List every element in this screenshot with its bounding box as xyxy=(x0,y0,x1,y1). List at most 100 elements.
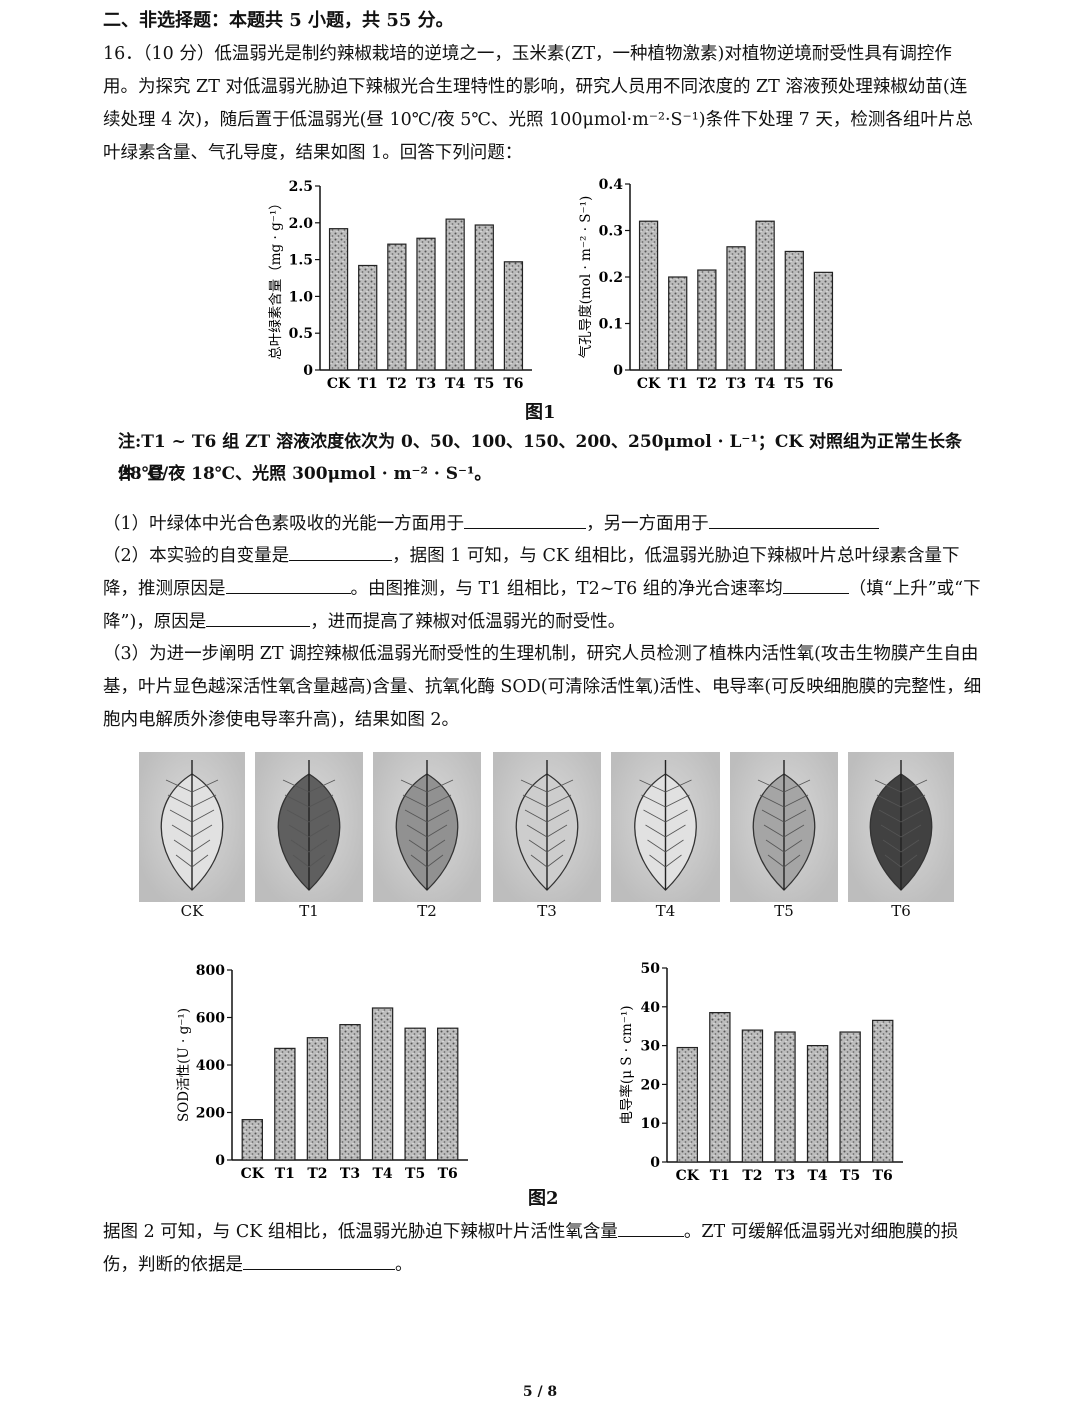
answer-blank[interactable] xyxy=(289,540,393,561)
question-16-intro: 16．（10 分）低温弱光是制约辣椒栽培的逆境之一，玉米素(ZT，一种植物激素)… xyxy=(103,44,973,163)
bar-t1 xyxy=(274,1047,296,1161)
leaf-vein xyxy=(900,794,926,808)
y-tick-label: 800 xyxy=(196,963,225,979)
leaf-photo-t4 xyxy=(611,752,720,902)
leaf-photo-ck xyxy=(139,752,245,902)
leaf-vein xyxy=(175,854,193,868)
x-tick-label: CK xyxy=(241,1166,265,1182)
answer-blank[interactable] xyxy=(708,508,879,529)
leaf-vein xyxy=(191,839,211,853)
bar-t6 xyxy=(872,1019,894,1163)
answer-blank[interactable] xyxy=(617,1216,684,1237)
leaf-vein xyxy=(641,794,666,808)
x-tick-label: T6 xyxy=(813,376,833,392)
leaf-vein xyxy=(286,809,310,823)
x-tick-label: T3 xyxy=(775,1168,795,1184)
leaf-vein xyxy=(408,839,428,853)
bar-t3 xyxy=(416,237,436,371)
bar-t1 xyxy=(668,276,688,371)
leaf-vein xyxy=(292,854,310,868)
leaf-vein xyxy=(426,824,448,838)
leaf-vein xyxy=(665,839,684,853)
y-tick-label: 40 xyxy=(641,1000,661,1016)
leaf-vein xyxy=(880,824,902,838)
x-tick-label: T5 xyxy=(840,1168,860,1184)
x-tick-label: T1 xyxy=(710,1168,730,1184)
leaf-vein xyxy=(308,839,328,853)
y-tick-label: 2.5 xyxy=(289,179,313,195)
leaf-vein xyxy=(767,854,785,868)
leaf-vein xyxy=(645,824,666,838)
leaf-vein xyxy=(783,809,807,823)
answer-blank[interactable] xyxy=(206,606,311,627)
leaf-vein xyxy=(546,854,564,868)
answer-blank[interactable] xyxy=(243,1249,395,1270)
leaf-vein xyxy=(426,854,444,868)
y-tick-label: 0.3 xyxy=(599,224,623,240)
question-3: （3）为进一步阐明 ZT 调控辣椒低温弱光耐受性的生理机制，研究人员检测了植株内… xyxy=(103,644,982,730)
leaf-vein xyxy=(874,779,902,793)
y-tick-label: 1.0 xyxy=(289,289,314,305)
leaf-vein xyxy=(282,779,310,793)
bar-t3 xyxy=(726,246,746,371)
leaf-vein xyxy=(426,809,450,823)
leaf-vein xyxy=(783,824,805,838)
y-tick-label: 0.2 xyxy=(599,270,623,286)
leaf-vein xyxy=(783,779,811,793)
x-tick-label: T2 xyxy=(742,1168,762,1184)
leaf-vein xyxy=(165,779,193,793)
leaf-vein xyxy=(426,779,454,793)
leaf-photo-t5 xyxy=(730,752,838,902)
x-tick-label: T6 xyxy=(873,1168,893,1184)
leaf-label-t4: T4 xyxy=(655,902,676,920)
section-title: 二、非选择题：本题共 5 小题，共 55 分。 xyxy=(103,10,454,31)
leaf-vein xyxy=(167,794,193,808)
bar-t4 xyxy=(806,1044,829,1163)
question-2-text-d: 。由图推测，与 T1 组相比，T2~T6 组的净光合速率均 xyxy=(350,579,783,599)
y-axis-label: 总叶绿素含量（mg · g⁻¹） xyxy=(268,196,284,360)
y-tick-label: 2.0 xyxy=(289,216,314,232)
sod-activity-bar-chart: 0 200 400 600 800 CK T1 T2 T3 T4 T5 T6 SOD活性(U · g⁻¹… xyxy=(176,963,468,1182)
leaf-vein xyxy=(528,839,548,853)
question-3-followup: 据图 2 可知，与 CK 组相比，低温弱光胁迫下辣椒叶片活性氧含量 。ZT 可缓解… xyxy=(103,1216,983,1282)
x-tick-label: T4 xyxy=(445,376,465,392)
y-tick-label: 0 xyxy=(650,1155,660,1171)
question-2-text-a: （2）本实验的自变量是 xyxy=(103,546,290,566)
answer-blank[interactable] xyxy=(464,508,587,529)
question-1-text-a: （1）叶绿体中光合色素吸收的光能一方面用于 xyxy=(103,514,465,534)
leaf-vein xyxy=(522,794,548,808)
leaf-vein xyxy=(191,794,217,808)
y-axis-label: SOD活性(U · g⁻¹) xyxy=(176,1008,192,1122)
leaf-vein xyxy=(546,794,572,808)
y-tick-label: 1.5 xyxy=(289,253,313,269)
y-axis-label: 电导率(μ S · cm⁻¹) xyxy=(618,1005,635,1124)
bar-t2 xyxy=(697,269,717,371)
followup-text-c: 的损伤，判断的依据是 xyxy=(103,1222,959,1275)
y-tick-label: 400 xyxy=(196,1058,225,1074)
x-tick-label: CK xyxy=(676,1168,700,1184)
bar-t4 xyxy=(755,220,775,371)
answer-blank[interactable] xyxy=(225,573,351,594)
leaf-vein xyxy=(171,824,193,838)
question-1: （1）叶绿体中光合色素吸收的光能一方面用于 ，另一方面用于 xyxy=(103,508,983,541)
leaf-vein xyxy=(763,824,785,838)
leaf-vein xyxy=(191,779,219,793)
leaf-vein xyxy=(900,809,924,823)
x-tick-label: T4 xyxy=(755,376,775,392)
leaf-vein xyxy=(639,779,666,793)
y-tick-label: 0.4 xyxy=(599,177,624,193)
y-tick-label: 600 xyxy=(196,1011,225,1027)
leaf-vein xyxy=(665,854,682,868)
leaf-vein xyxy=(878,809,902,823)
leaf-label-t6: T6 xyxy=(891,902,911,920)
bar-t5 xyxy=(839,1031,861,1163)
leaf-vein xyxy=(647,839,666,853)
leaf-vein xyxy=(665,809,688,823)
x-tick-label: T4 xyxy=(807,1168,827,1184)
answer-blank[interactable] xyxy=(782,573,849,594)
leaf-vein xyxy=(404,809,428,823)
conductivity-bar-chart: 0 10 20 30 40 50 CK T1 T2 T3 T4 T5 T6 电导率(μ S · cm⁻¹) xyxy=(618,961,903,1184)
x-tick-label: T5 xyxy=(405,1166,425,1182)
leaf-vein xyxy=(410,854,428,868)
bar-t6 xyxy=(437,1027,459,1161)
